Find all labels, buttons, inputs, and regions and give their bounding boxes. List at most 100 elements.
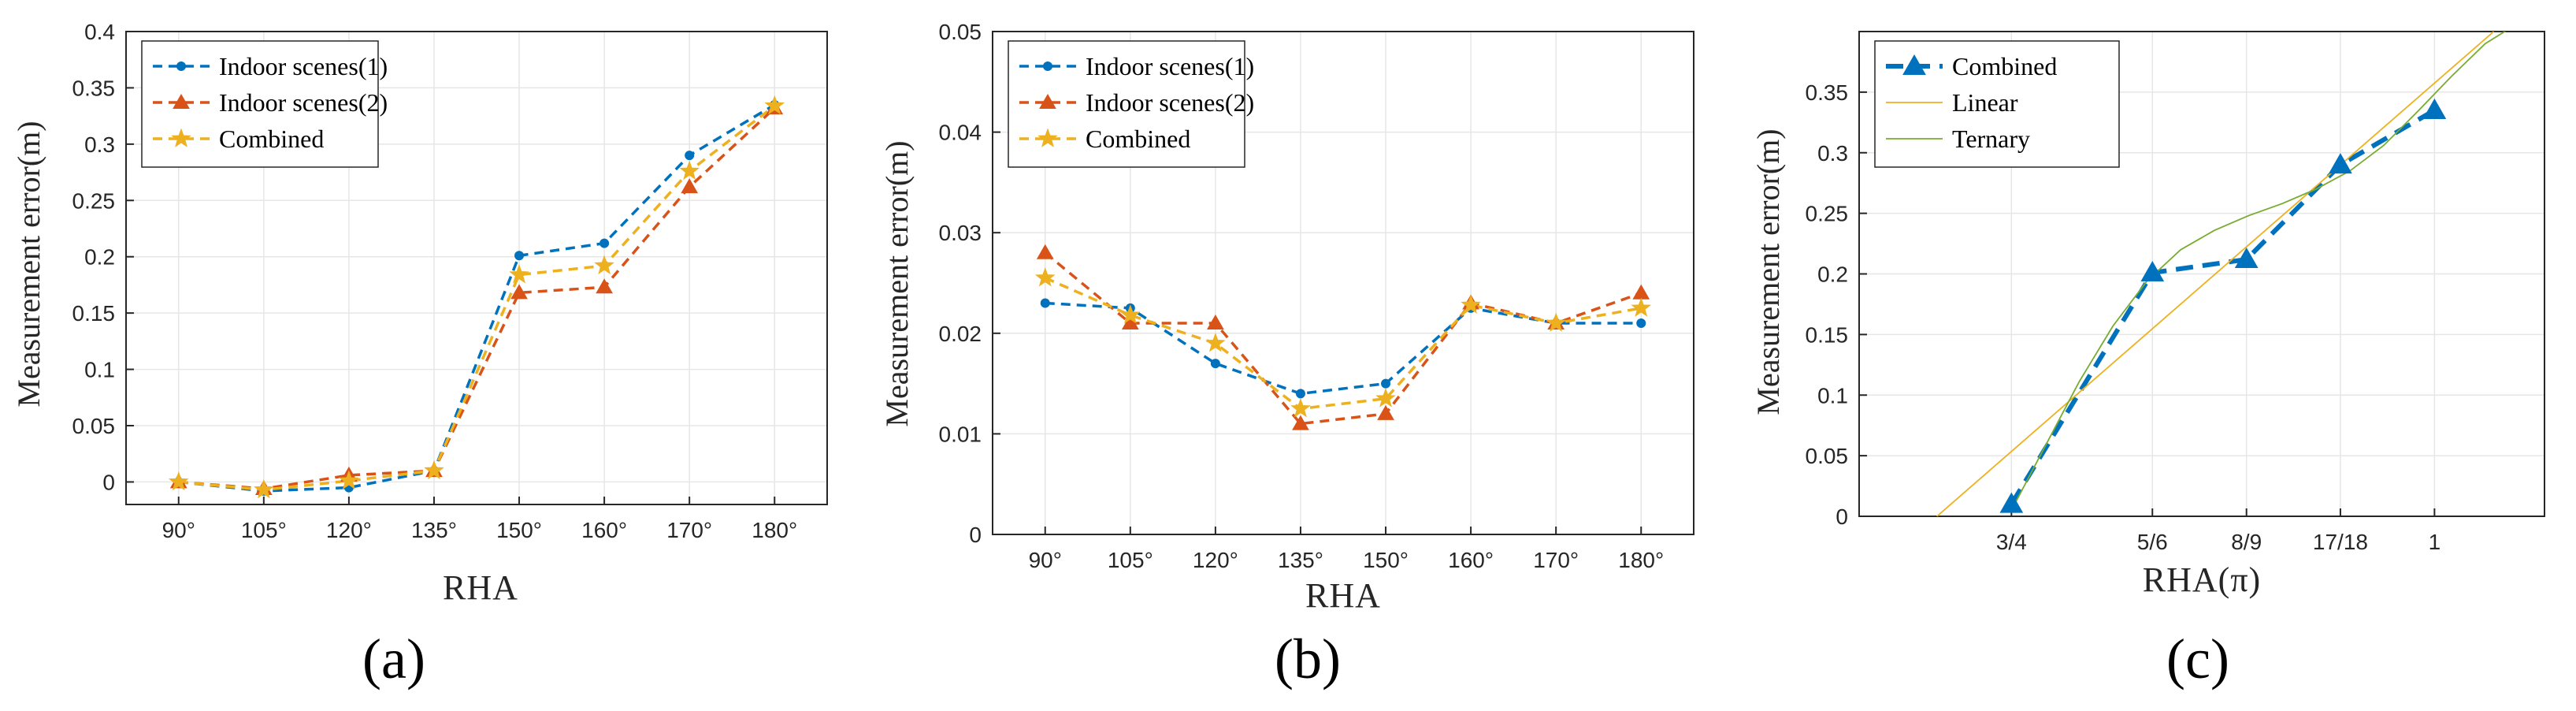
data-point [424, 460, 444, 480]
y-tick-label: 0.1 [1817, 383, 1848, 408]
x-axis-label: RHA [1305, 576, 1381, 615]
data-point [1290, 398, 1311, 418]
data-point [254, 478, 274, 499]
data-point [1036, 244, 1054, 259]
plot-area-frame [1858, 31, 2545, 517]
legend: Indoor scenes(1) Indoor scenes(2) Combined [141, 40, 388, 168]
data-point [594, 255, 614, 275]
data-point [2329, 153, 2352, 174]
legend-label: Indoor scenes(2) [1086, 88, 1254, 117]
data-point [1034, 267, 1056, 287]
data-point [1210, 359, 1220, 369]
data-point [1381, 378, 1391, 389]
x-tick-label: 90° [1029, 548, 1062, 572]
legend-label: Combined [1952, 52, 2057, 80]
data-point [1375, 388, 1396, 408]
y-tick-label: 0.35 [1806, 80, 1849, 105]
x-tick-label: 1 [2429, 530, 2441, 554]
plot-area-frame [125, 31, 828, 505]
data-point [679, 160, 700, 181]
data-point [1999, 492, 2024, 513]
data-point [764, 95, 785, 115]
series-line-combined [178, 104, 776, 492]
data-point [1205, 333, 1226, 352]
y-tick-label: 0.3 [84, 132, 115, 157]
chart-panel-b: 0 0.01 0.02 0.03 0.04 0.05 90° 105° 120° 135° 150°… [879, 20, 1694, 691]
panel-label: (b) [1275, 627, 1341, 691]
data-point [1631, 297, 1652, 317]
y-tick-label: 0.25 [1806, 202, 1849, 226]
plot-area-frame [992, 31, 1694, 535]
data-point [2234, 248, 2259, 269]
y-tick-label: 0.03 [939, 221, 982, 245]
data-point [1636, 318, 1646, 329]
y-tick-label: 0.25 [72, 188, 116, 213]
y-tick-label: 0.15 [72, 301, 116, 326]
x-tick-label: 120° [1193, 548, 1238, 572]
series-line-indoor-scenes-1- [178, 103, 776, 493]
series-group [1936, 32, 2507, 516]
panel-label: (c) [2166, 627, 2229, 691]
data-point [1546, 312, 1566, 332]
y-tick-label: 0.05 [939, 20, 982, 44]
data-point [596, 278, 613, 294]
data-point [509, 264, 529, 284]
series-line-indoor-scenes-2- [1044, 251, 1642, 426]
x-tick-label: 105° [241, 518, 287, 542]
data-point [514, 251, 525, 261]
x-tick-label: 5/6 [2137, 530, 2168, 554]
x-tick-label: 150° [1363, 548, 1409, 572]
y-tick-label: 0.02 [939, 322, 982, 346]
legend: Indoor scenes(1) Indoor scenes(2) Combined [1008, 40, 1254, 168]
y-tick-label: 0.01 [939, 422, 982, 446]
legend-label: Combined [1086, 125, 1190, 153]
series-line-linear [1936, 32, 2495, 516]
x-tick-label: 17/18 [2313, 530, 2368, 554]
data-point [599, 238, 610, 248]
y-tick-label: 0.35 [72, 76, 116, 100]
x-tick-label: 170° [1533, 548, 1579, 572]
legend-label: Indoor scenes(1) [1086, 52, 1254, 80]
legend-marker [1039, 93, 1056, 109]
y-tick-label: 0 [969, 523, 982, 547]
legend-marker [176, 61, 186, 71]
legend-label: Ternary [1952, 125, 2030, 153]
y-tick-label: 0.15 [1806, 322, 1849, 347]
data-point [685, 151, 695, 161]
y-tick-label: 0.3 [1817, 141, 1848, 166]
data-point [1040, 298, 1050, 308]
legend-marker [1902, 54, 1926, 75]
y-tick-label: 0.1 [84, 358, 115, 382]
legend-marker [1043, 61, 1052, 71]
x-tick-label: 180° [1618, 548, 1664, 572]
legend: Combined Linear Ternary [1874, 40, 2120, 168]
x-tick-label: 180° [752, 518, 797, 542]
data-point [1292, 415, 1309, 430]
series-line-combined [1045, 276, 1642, 411]
series-line-indoor-scenes-1- [1045, 301, 1642, 396]
x-tick-label: 135° [411, 518, 457, 542]
y-tick-label: 0 [1835, 504, 1848, 529]
legend-marker [173, 93, 190, 109]
data-point [1377, 404, 1394, 420]
y-tick-label: 0.04 [939, 121, 982, 145]
y-axis-label: Measurement error(m) [879, 140, 915, 426]
data-point [2140, 260, 2165, 281]
data-point [510, 284, 528, 300]
legend-marker [1037, 128, 1058, 147]
y-axis-label: Measurement error(m) [11, 121, 46, 407]
series-line-ternary [2010, 32, 2507, 511]
x-tick-label: 90° [162, 518, 195, 542]
x-tick-label: 105° [1108, 548, 1153, 572]
y-tick-label: 0.4 [84, 20, 115, 44]
series-group [1044, 251, 1642, 426]
series-group [178, 103, 776, 493]
y-tick-label: 0.05 [1806, 444, 1849, 468]
y-tick-label: 0.05 [72, 414, 116, 438]
chart-panel-c: 0 0.05 0.1 0.15 0.2 0.25 0.3 0.35 3/4 5/6 8/9 17/18… [1750, 31, 2545, 691]
legend-box [1874, 40, 2120, 168]
data-point [1295, 389, 1305, 399]
data-point [681, 178, 699, 194]
legend-label: Indoor scenes(1) [219, 52, 388, 80]
